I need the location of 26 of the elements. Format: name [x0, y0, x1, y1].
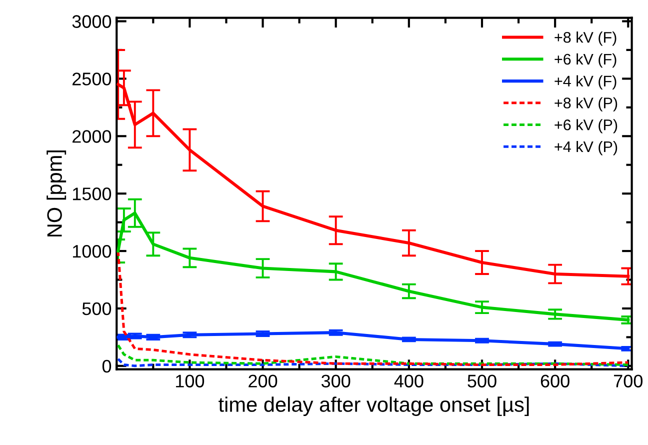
- legend-label: +4 kV (P): [554, 140, 618, 156]
- y-tick-label: 500: [82, 302, 112, 316]
- legend-label: +6 kV (F): [554, 53, 616, 68]
- y-tick-label: 0: [102, 360, 112, 373]
- line-series: [116, 358, 630, 368]
- x-axis-title: time delay after voltage onset [µs]: [218, 396, 529, 416]
- legend-label: +8 kV (P): [554, 97, 618, 112]
- x-tick-label: 300: [321, 374, 350, 388]
- legend-label: +8 kV (F): [554, 32, 616, 46]
- line-series: [116, 331, 630, 350]
- x-tick-label: 100: [176, 374, 204, 388]
- x-tick-label: 700: [614, 374, 643, 388]
- legend-label: +4 kV (F): [554, 75, 616, 90]
- x-tick-label: 200: [248, 374, 278, 388]
- y-tick-label: 2500: [72, 72, 112, 86]
- legend-label: +6 kV (P): [554, 119, 618, 134]
- x-tick-label: 500: [468, 374, 496, 388]
- y-tick-label: 1000: [72, 244, 112, 258]
- x-tick-label: 600: [540, 374, 570, 388]
- y-tick-label: 2000: [72, 130, 112, 143]
- y-axis-title: NO [ppm]: [46, 150, 66, 236]
- y-tick-label: 1500: [72, 188, 112, 200]
- y-tick-label: 3000: [72, 15, 112, 28]
- x-tick-label: 400: [394, 374, 424, 388]
- line-series: [116, 250, 630, 366]
- line-series: [116, 344, 630, 366]
